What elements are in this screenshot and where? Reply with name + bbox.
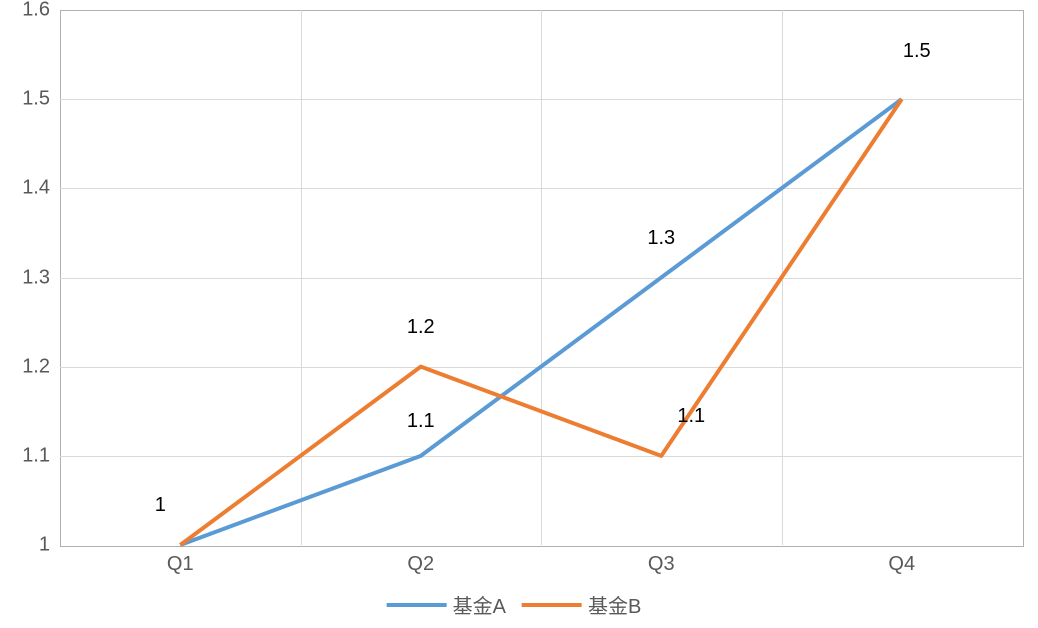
legend-swatch — [387, 603, 447, 607]
legend-label: 基金B — [588, 590, 641, 619]
data-point-label: 1.5 — [903, 40, 931, 63]
legend-swatch — [522, 603, 582, 607]
legend: 基金A 基金B — [387, 590, 652, 619]
data-point-label: 1.3 — [647, 227, 675, 250]
legend-label: 基金A — [453, 590, 506, 619]
series-line — [180, 99, 902, 545]
series-line — [180, 99, 902, 545]
data-point-label: 1 — [155, 494, 166, 517]
data-point-label: 1.1 — [407, 410, 435, 433]
data-point-label: 1.1 — [677, 405, 705, 428]
chart-lines — [0, 0, 1038, 628]
data-point-label: 1.2 — [407, 316, 435, 339]
line-chart: 11.11.21.31.41.51.6 Q1Q2Q3Q4 11.11.21.31… — [0, 0, 1038, 628]
